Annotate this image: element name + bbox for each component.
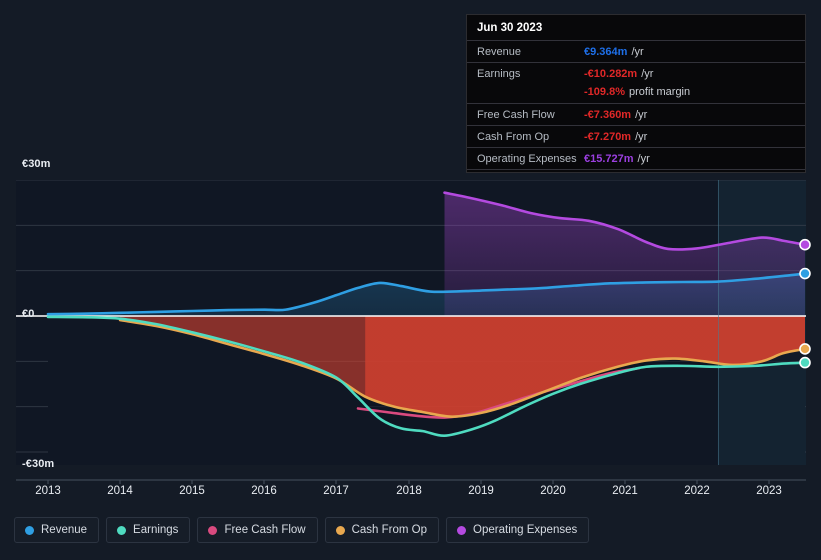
x-axis-tick-label: 2020 bbox=[540, 485, 566, 497]
legend-color-dot-icon bbox=[335, 525, 345, 535]
tooltip-row-unit: /yr bbox=[635, 108, 648, 121]
tooltip-row-value: -€10.282m/yr bbox=[584, 67, 654, 80]
tooltip-row-unit: /yr bbox=[635, 130, 648, 143]
tooltip-row-label: Cash From Op bbox=[477, 130, 550, 143]
series-line-free-cash-flow bbox=[356, 366, 641, 419]
x-axis-tick-label: 2014 bbox=[107, 485, 133, 497]
tooltip-row-unit: profit margin bbox=[628, 85, 691, 98]
y-axis-tick-label: €0 bbox=[22, 308, 35, 320]
x-axis-tick-label: 2018 bbox=[396, 485, 422, 497]
legend-item-label: Operating Expenses bbox=[473, 524, 578, 536]
series-line-earnings bbox=[46, 315, 806, 437]
tooltip-row-value: -€7.270m/yr bbox=[584, 130, 648, 143]
legend-item-operating-expenses[interactable]: Operating Expenses bbox=[446, 517, 590, 543]
tooltip-row-label: Operating Expenses bbox=[477, 152, 577, 165]
chart-tooltip: Jun 30 2023 Revenue €9.364m/yr Earnings -€1… bbox=[466, 14, 806, 173]
x-axis-tick-label: 2013 bbox=[35, 485, 61, 497]
tooltip-row: Cash From Op -€7.270m/yr bbox=[467, 125, 805, 147]
legend-item-label: Free Cash Flow bbox=[224, 524, 306, 536]
tooltip-row-label: Revenue bbox=[477, 45, 522, 58]
legend-item-label: Earnings bbox=[133, 524, 179, 536]
x-axis-tick-label: 2017 bbox=[323, 485, 349, 497]
legend-item-revenue[interactable]: Revenue bbox=[14, 517, 100, 543]
legend-color-dot-icon bbox=[25, 525, 34, 535]
tooltip-row-unit: /yr bbox=[641, 67, 654, 80]
legend-item-label: Cash From Op bbox=[351, 524, 428, 536]
x-axis-tick-label: 2019 bbox=[468, 485, 494, 497]
tooltip-bottom-rule bbox=[467, 169, 805, 170]
series-line-operating-expenses bbox=[443, 191, 806, 251]
tooltip-row-value: €15.727m/yr bbox=[584, 152, 650, 165]
x-axis-tick-label: 2023 bbox=[756, 485, 782, 497]
tooltip-row: -109.8% profit margin bbox=[467, 84, 805, 103]
tooltip-date: Jun 30 2023 bbox=[477, 22, 543, 34]
series-endpoint-earnings bbox=[799, 356, 811, 369]
legend-color-dot-icon bbox=[117, 525, 127, 535]
tooltip-row-value: -109.8% profit margin bbox=[584, 85, 691, 98]
tooltip-row: Free Cash Flow -€7.360m/yr bbox=[467, 103, 805, 125]
legend-item-earnings[interactable]: Earnings bbox=[106, 517, 191, 543]
legend-color-dot-icon bbox=[208, 525, 218, 535]
tooltip-row-value: €9.364m/yr bbox=[584, 45, 644, 58]
series-endpoint-operating-expenses bbox=[799, 238, 811, 251]
legend-color-dot-icon bbox=[457, 525, 467, 535]
y-axis-tick-label: €30m bbox=[22, 158, 51, 170]
y-axis-tick-label: -€30m bbox=[22, 458, 55, 470]
legend-item-free-cash-flow[interactable]: Free Cash Flow bbox=[197, 517, 318, 543]
tooltip-row-label: Earnings bbox=[477, 67, 521, 80]
tooltip-row-unit: /yr bbox=[637, 152, 650, 165]
series-line-cash-from-op bbox=[118, 318, 806, 418]
series-endpoint-revenue bbox=[799, 267, 811, 280]
legend-item-label: Revenue bbox=[41, 524, 88, 536]
tooltip-row-label: Free Cash Flow bbox=[477, 108, 555, 121]
tooltip-rows: Revenue €9.364m/yr Earnings -€10.282m/yr -10… bbox=[467, 40, 805, 169]
series-line-revenue bbox=[46, 272, 806, 316]
chart-legend: Revenue Earnings Free Cash Flow Cash From O… bbox=[14, 517, 590, 543]
tooltip-row-value: -€7.360m/yr bbox=[584, 108, 648, 121]
tooltip-row-unit: /yr bbox=[631, 45, 644, 58]
series-endpoint-cash-from-op bbox=[799, 343, 811, 355]
x-axis-tick-label: 2016 bbox=[251, 485, 277, 497]
x-axis-tick-label: 2021 bbox=[612, 485, 638, 497]
tooltip-row: Earnings -€10.282m/yr bbox=[467, 62, 805, 84]
x-axis-tick-label: 2022 bbox=[684, 485, 710, 497]
tooltip-row: Operating Expenses €15.727m/yr bbox=[467, 147, 805, 169]
legend-item-cash-from-op[interactable]: Cash From Op bbox=[324, 517, 440, 543]
tooltip-row: Revenue €9.364m/yr bbox=[467, 40, 805, 62]
x-axis-tick-label: 2015 bbox=[179, 485, 205, 497]
